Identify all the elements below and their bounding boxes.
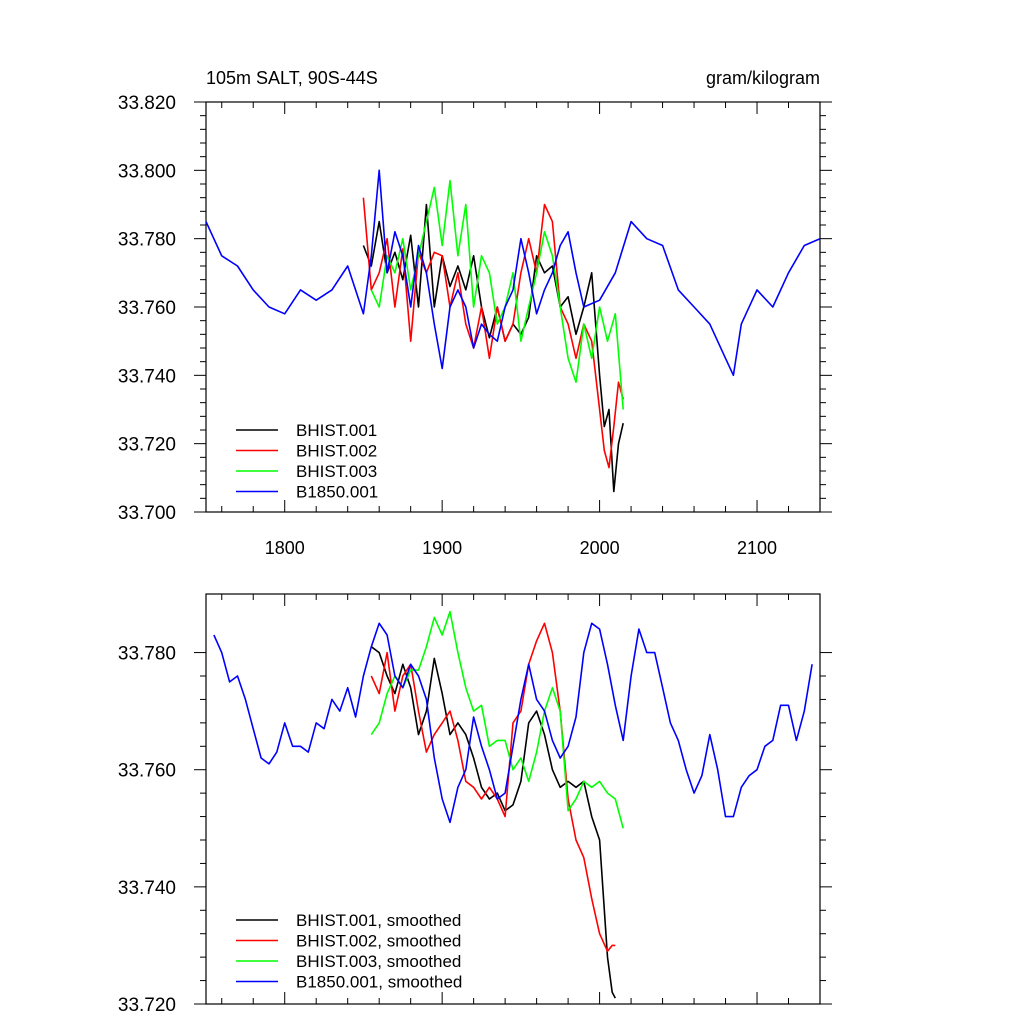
series-line-bhist-003-smoothed bbox=[370, 610, 624, 829]
legend-label: BHIST.002, smoothed bbox=[296, 932, 461, 951]
plot-frame bbox=[205, 593, 821, 1005]
x-tick-label: 2100 bbox=[737, 538, 777, 558]
y-tick-label: 33.820 bbox=[118, 93, 176, 114]
legend-label: B1850.001, smoothed bbox=[296, 973, 462, 992]
x-tick-label: 1900 bbox=[422, 538, 462, 558]
series-line-b1850-001-smoothed bbox=[213, 622, 813, 824]
x-tick-label: 2000 bbox=[580, 538, 620, 558]
bottom-panel: 33.720 33.740 33.760 33.780 BHIST.001, smoot… bbox=[118, 593, 832, 1016]
legend-label: BHIST.003, smoothed bbox=[296, 952, 461, 971]
legend-label: BHIST.001, smoothed bbox=[296, 911, 461, 930]
y-tick-label: 33.780 bbox=[118, 644, 176, 665]
y-tick-label: 33.740 bbox=[118, 366, 176, 387]
y-tick-label: 33.760 bbox=[118, 761, 176, 782]
top-panel-units: gram/kilogram bbox=[706, 68, 820, 88]
y-tick-label: 33.740 bbox=[118, 878, 176, 899]
top-panel-title: 105m SALT, 90S-44S bbox=[206, 68, 378, 88]
top-panel: 105m SALT, 90S-44S gram/kilogram 1800 190… bbox=[118, 68, 832, 558]
series-line-bhist-001-smoothed bbox=[370, 646, 617, 999]
x-tick-label: 1800 bbox=[265, 538, 305, 558]
y-tick-label: 33.720 bbox=[118, 435, 176, 456]
y-tick-label: 33.720 bbox=[118, 995, 176, 1016]
legend-label: B1850.001 bbox=[296, 483, 378, 502]
series-line-b1850-001 bbox=[206, 169, 820, 377]
legend-label: BHIST.003 bbox=[296, 462, 377, 481]
y-tick-label: 33.700 bbox=[118, 503, 176, 524]
series-line-bhist-003 bbox=[370, 179, 624, 410]
series-line-bhist-001 bbox=[362, 203, 624, 493]
y-tick-label: 33.780 bbox=[118, 230, 176, 251]
y-tick-label: 33.760 bbox=[118, 298, 176, 319]
legend-label: BHIST.002 bbox=[296, 442, 377, 461]
legend-label: BHIST.001 bbox=[296, 421, 377, 440]
y-tick-label: 33.800 bbox=[118, 161, 176, 182]
